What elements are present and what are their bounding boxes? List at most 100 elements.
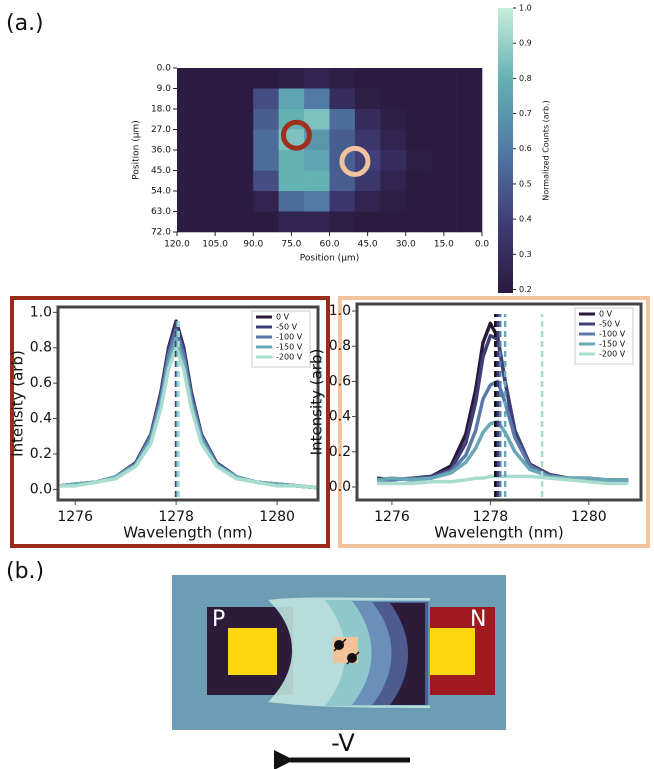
heatmap-cell <box>278 68 305 89</box>
heatmap-cell <box>329 170 356 192</box>
heatmap-cell <box>329 211 356 233</box>
heatmap-cell <box>431 211 457 233</box>
roi-marker <box>280 119 312 151</box>
y-tick-label: 36.0 <box>151 146 171 156</box>
legend-label: -100 V <box>599 330 626 339</box>
heatmap-cell <box>253 68 279 89</box>
heatmap-cell <box>354 109 381 130</box>
heatmap-cell <box>329 109 356 130</box>
heatmap-cell <box>405 109 432 130</box>
y-tick-label: 0.6 <box>329 373 351 389</box>
colorbar-tick-label: 0.9 <box>519 39 532 48</box>
y-axis-label: Position (μm) <box>132 120 142 179</box>
heatmap-cell <box>405 150 432 171</box>
x-tick-label: 1278 <box>473 509 509 525</box>
legend-label: -200 V <box>276 353 303 362</box>
heatmap-cell <box>431 150 457 171</box>
heatmap-cell <box>354 129 381 151</box>
p-label: P <box>212 607 225 632</box>
heatmap-cell <box>177 88 203 110</box>
heatmap-cell <box>278 150 305 171</box>
x-tick-label: 45.0 <box>358 240 378 250</box>
x-tick-label: 1278 <box>158 509 194 525</box>
series-line <box>60 345 318 490</box>
x-tick-label: 90.0 <box>243 240 263 250</box>
heatmap-cell <box>380 211 407 233</box>
heatmap-cell <box>380 191 407 212</box>
heatmap-cell <box>227 109 254 130</box>
bias-label: -V <box>331 729 355 757</box>
heatmap-cell <box>380 109 407 130</box>
heatmap-cell <box>304 170 330 192</box>
heatmap-cell <box>405 170 432 192</box>
plot-frame <box>355 302 643 502</box>
y-tick-label: 0.4 <box>329 409 351 425</box>
pn-diagram: P N -V <box>172 575 506 769</box>
colorbar-tick-label: 0.4 <box>519 215 532 224</box>
x-axis-label: Position (μm) <box>300 254 359 264</box>
heatmap-cell <box>354 88 381 110</box>
n-contact <box>428 628 475 675</box>
heatmap-cell <box>253 170 279 192</box>
spin-arrow <box>333 638 347 652</box>
heatmap-cell <box>431 68 457 89</box>
heatmap-cell <box>202 109 229 130</box>
y-tick-label: 9.0 <box>157 84 172 94</box>
heatmap-cell <box>227 129 254 151</box>
heatmap-cell <box>202 170 229 192</box>
y-tick-label: 0.0 <box>329 479 351 495</box>
heatmap-cell <box>354 170 381 192</box>
heatmap-cell <box>227 88 254 110</box>
y-tick-label: 1.0 <box>30 304 52 320</box>
y-tick-label: 0.0 <box>30 481 52 497</box>
x-tick-label: 120.0 <box>164 240 190 250</box>
y-tick-label: 0.6 <box>30 375 52 391</box>
heatmap-cell <box>177 150 203 171</box>
heatmap-cell <box>456 150 483 171</box>
depletion-band <box>390 603 425 705</box>
heatmap-cell <box>456 170 483 192</box>
x-tick-label: 1280 <box>571 509 607 525</box>
x-tick-label: 75.0 <box>281 240 301 250</box>
heatmap-cell <box>177 191 203 212</box>
heatmap-cell <box>431 88 457 110</box>
y-axis-label: Intensity (arb) <box>9 350 27 457</box>
heatmap-cell <box>202 211 229 233</box>
colorbar-tick-label: 1.0 <box>519 4 532 13</box>
heatmap-cell <box>227 191 254 212</box>
heatmap-cell <box>304 109 330 130</box>
heatmap-cell <box>278 170 305 192</box>
heatmap-cell <box>227 211 254 233</box>
x-tick-label: 1276 <box>57 509 93 525</box>
heatmap-cell <box>431 129 457 151</box>
heatmap-cell <box>405 129 432 151</box>
series-line <box>376 420 629 482</box>
heatmap-cell <box>253 211 279 233</box>
heatmap-cell <box>227 150 254 171</box>
roi-marker <box>339 145 371 177</box>
n-label: N <box>470 607 486 632</box>
x-tick-label: 30.0 <box>396 240 416 250</box>
y-tick-label: 45.0 <box>151 166 171 176</box>
heatmap-cell <box>380 170 407 192</box>
y-tick-label: 54.0 <box>151 187 171 197</box>
colorbar-tick-label: 0.8 <box>519 74 532 83</box>
legend-label: 0 V <box>276 313 290 322</box>
y-tick-label: 63.0 <box>151 207 171 217</box>
y-tick-label: 18.0 <box>151 105 171 115</box>
legend-label: -150 V <box>276 343 303 352</box>
heatmap-cell <box>354 68 381 89</box>
heatmap-cell <box>253 109 279 130</box>
colorbar <box>498 8 513 293</box>
legend-label: -50 V <box>276 323 298 332</box>
x-tick-label: 105.0 <box>202 240 228 250</box>
heatmap-cell <box>380 88 407 110</box>
heatmap-cell <box>227 170 254 192</box>
heatmap-cell <box>405 68 432 89</box>
heatmap-cell <box>405 211 432 233</box>
legend-label: -100 V <box>276 333 303 342</box>
heatmap-cell <box>431 170 457 192</box>
heatmap-cell <box>405 88 432 110</box>
heatmap-cell <box>304 88 330 110</box>
